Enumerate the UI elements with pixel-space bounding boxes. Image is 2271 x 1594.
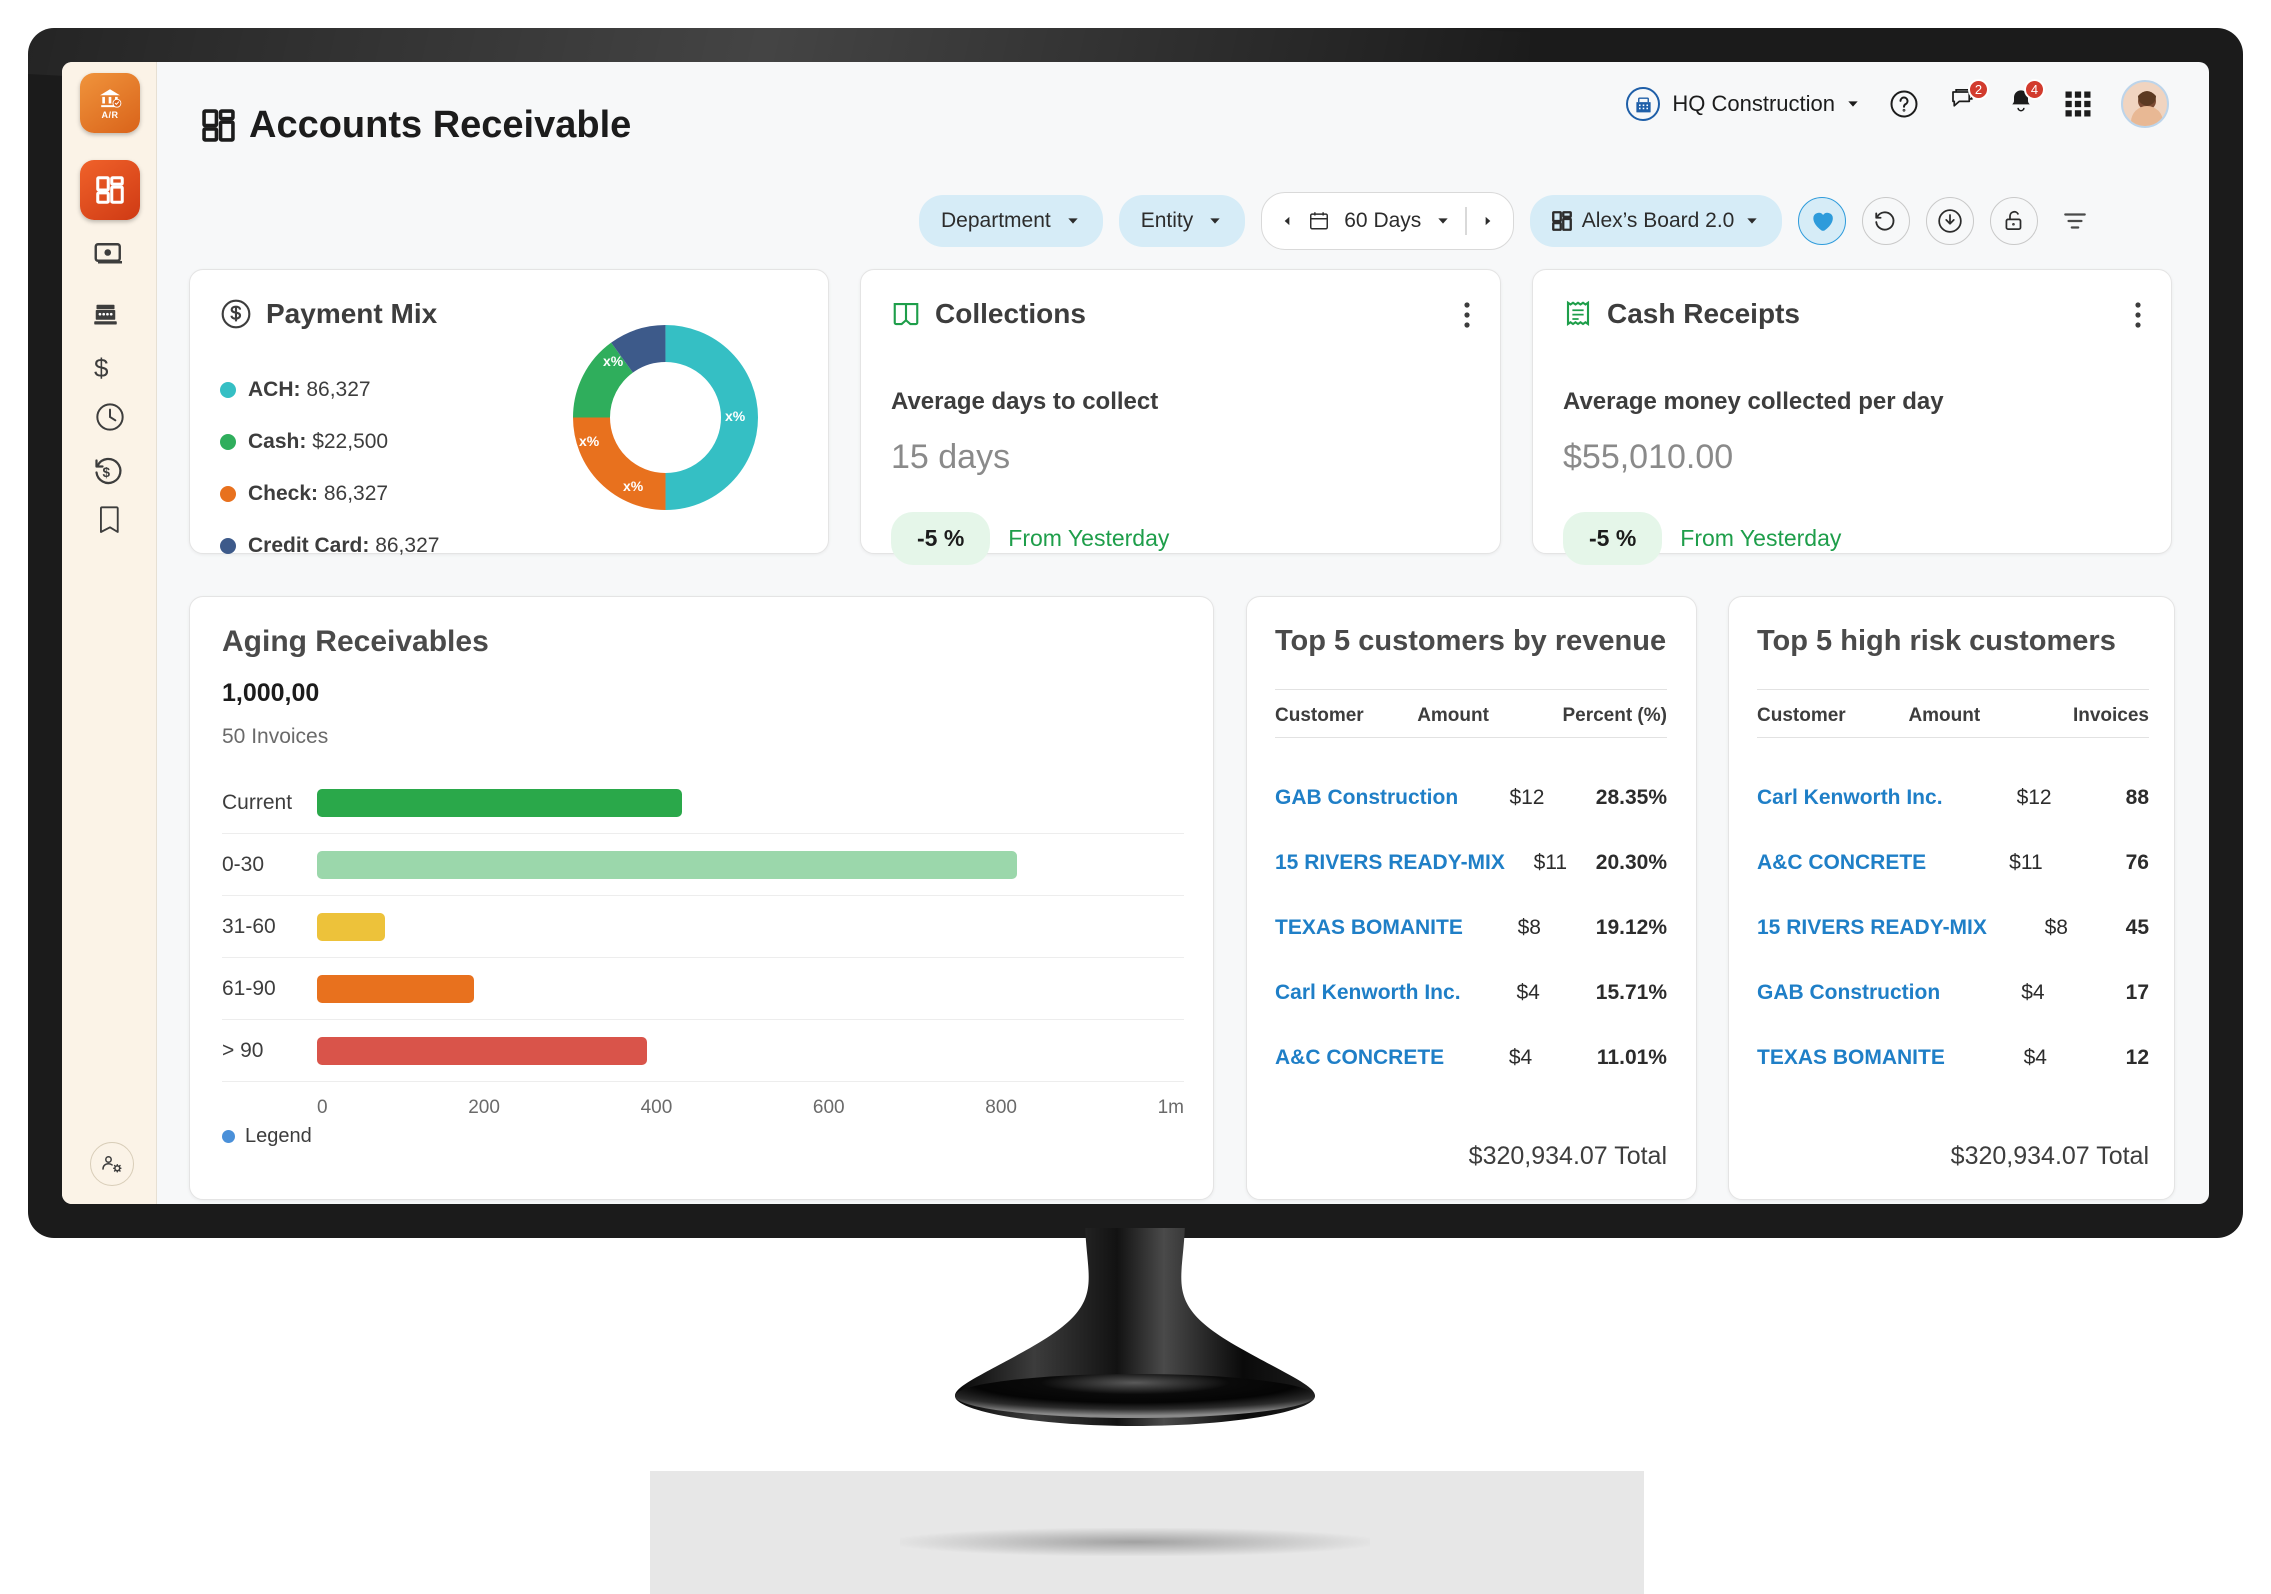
svg-text:$: $ bbox=[103, 465, 111, 480]
